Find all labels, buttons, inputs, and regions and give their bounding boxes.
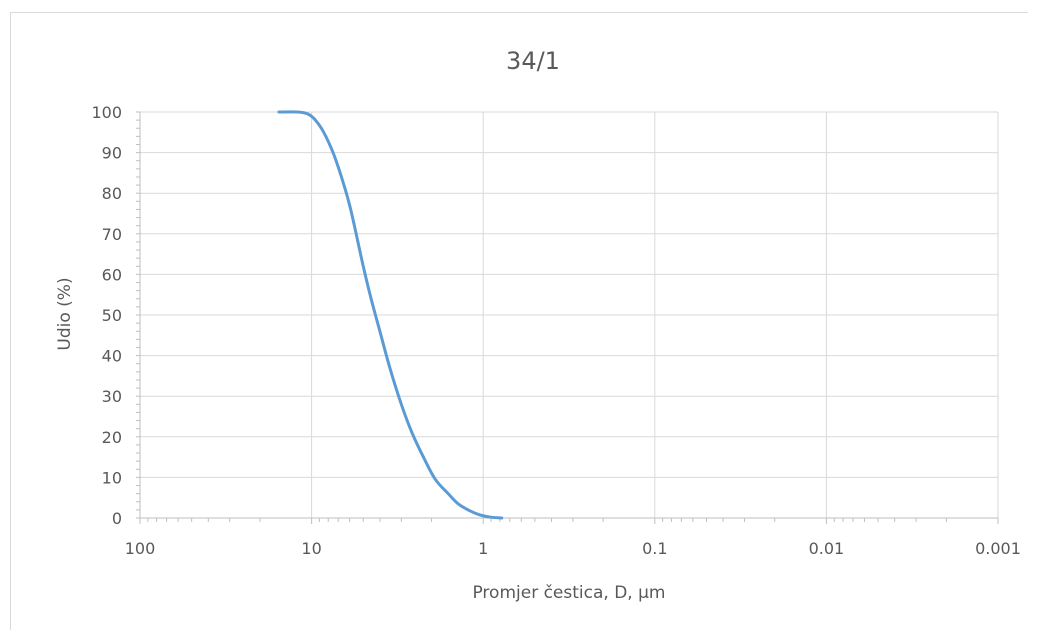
y-tick-label: 40 — [102, 347, 122, 366]
y-tick-label: 90 — [102, 144, 122, 163]
x-tick-label: 1 — [478, 539, 488, 558]
y-tick-label: 50 — [102, 306, 122, 325]
x-tick-label: 0.1 — [642, 539, 667, 558]
y-tick-label: 30 — [102, 387, 122, 406]
chart-title: 34/1 — [506, 47, 560, 75]
y-tick-label: 10 — [102, 468, 122, 487]
y-tick-label: 60 — [102, 265, 122, 284]
series-line — [277, 110, 504, 520]
y-tick-labels: 0 10 20 30 40 50 60 70 80 90 100 — [91, 103, 122, 528]
y-tick-label: 0 — [112, 509, 122, 528]
y-tick-label: 100 — [91, 103, 122, 122]
x-tick-label: 10 — [301, 539, 321, 558]
chart-frame — [10, 12, 1028, 630]
x-tick-label: 100 — [125, 539, 156, 558]
x-tick-label: 0.001 — [975, 539, 1021, 558]
series-group — [277, 110, 504, 520]
y-tick-label: 70 — [102, 225, 122, 244]
y-tick-label: 80 — [102, 184, 122, 203]
x-axis-title: Promjer čestica, D, μm — [472, 583, 665, 603]
y-tick-label: 20 — [102, 428, 122, 447]
axes — [136, 111, 999, 524]
grid — [140, 111, 999, 518]
x-tick-label: 0.01 — [809, 539, 845, 558]
x-tick-labels: 100 10 1 0.1 0.01 0.001 — [125, 539, 1021, 558]
y-axis-title: Udio (%) — [55, 277, 75, 350]
